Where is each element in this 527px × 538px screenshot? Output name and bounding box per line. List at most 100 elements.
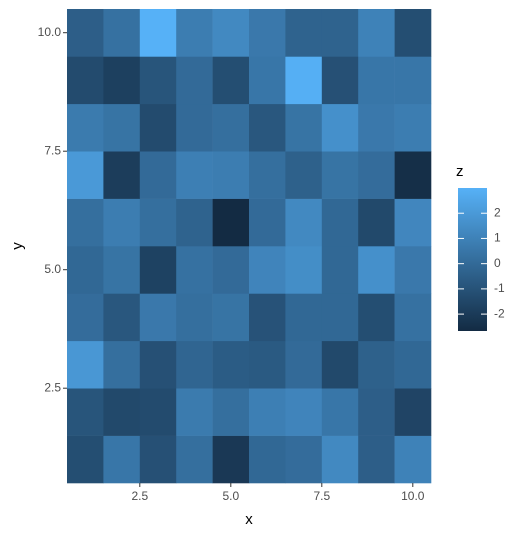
tile xyxy=(285,9,323,57)
tile xyxy=(212,103,250,152)
tile xyxy=(358,151,395,199)
tile xyxy=(176,340,213,389)
tile xyxy=(103,9,141,57)
tile xyxy=(394,388,432,436)
tile xyxy=(358,388,395,436)
tile xyxy=(358,340,395,389)
tile xyxy=(358,246,395,294)
tile xyxy=(139,103,177,152)
tile xyxy=(67,246,104,294)
tile xyxy=(321,435,359,484)
tile xyxy=(321,388,359,436)
x-tick-label: 7.5 xyxy=(313,489,330,503)
tile xyxy=(67,435,104,484)
tile xyxy=(249,151,286,199)
tile xyxy=(249,9,286,57)
y-tick-label: 10.0 xyxy=(38,25,62,39)
tile xyxy=(103,435,141,484)
tile xyxy=(212,340,250,389)
tile xyxy=(285,151,323,199)
legend-tick-label: 2 xyxy=(494,205,501,219)
tile xyxy=(139,56,177,105)
tile xyxy=(67,151,104,199)
legend-title: z xyxy=(456,163,464,180)
tile xyxy=(212,151,250,199)
y-tick-label: 7.5 xyxy=(44,143,61,157)
tile xyxy=(321,56,359,105)
tile xyxy=(285,293,323,342)
tile xyxy=(103,293,141,342)
tile xyxy=(394,246,432,294)
tile xyxy=(67,388,104,436)
tile xyxy=(321,340,359,389)
tile xyxy=(176,151,213,199)
tile xyxy=(176,293,213,342)
tile xyxy=(394,293,432,342)
tile xyxy=(103,388,141,436)
x-tick-label: 5.0 xyxy=(222,489,239,503)
tile xyxy=(285,246,323,294)
tile xyxy=(249,103,286,152)
legend-tick-label: 0 xyxy=(494,256,501,270)
tile xyxy=(212,435,250,484)
tile xyxy=(139,435,177,484)
tile xyxy=(67,293,104,342)
tile xyxy=(249,198,286,247)
legend-tick-label: -2 xyxy=(494,306,505,320)
tile xyxy=(212,388,250,436)
tile xyxy=(285,198,323,247)
tile xyxy=(103,246,141,294)
tile xyxy=(358,293,395,342)
y-axis-title: y xyxy=(9,242,26,250)
tile xyxy=(394,9,432,57)
tile xyxy=(67,340,104,389)
tile xyxy=(67,103,104,152)
tile xyxy=(285,388,323,436)
tile xyxy=(176,435,213,484)
legend-tick-label: 1 xyxy=(494,231,501,245)
tile xyxy=(321,198,359,247)
tile xyxy=(103,340,141,389)
tile xyxy=(139,151,177,199)
tile xyxy=(212,246,250,294)
tile xyxy=(321,103,359,152)
legend-colorbar xyxy=(458,188,487,331)
tile xyxy=(249,246,286,294)
tile xyxy=(139,388,177,436)
tile xyxy=(321,293,359,342)
tile xyxy=(103,198,141,247)
tile xyxy=(358,435,395,484)
tile xyxy=(285,340,323,389)
tile xyxy=(394,151,432,199)
tile xyxy=(249,56,286,105)
tile xyxy=(67,198,104,247)
tile xyxy=(67,9,104,57)
tile xyxy=(394,198,432,247)
tile xyxy=(285,435,323,484)
y-tick-label: 5.0 xyxy=(44,262,61,276)
y-tick-label: 2.5 xyxy=(44,380,61,394)
tile xyxy=(321,151,359,199)
tile xyxy=(358,103,395,152)
tile xyxy=(176,9,213,57)
tile xyxy=(212,293,250,342)
tile xyxy=(176,198,213,247)
tile xyxy=(358,9,395,57)
tile xyxy=(249,435,286,484)
tile xyxy=(394,103,432,152)
tile xyxy=(321,9,359,57)
tile xyxy=(139,340,177,389)
tile xyxy=(394,340,432,389)
tile xyxy=(212,56,250,105)
tile xyxy=(176,103,213,152)
tile xyxy=(249,340,286,389)
tile xyxy=(358,56,395,105)
tile xyxy=(394,56,432,105)
x-axis-title: x xyxy=(245,511,253,528)
x-tick-label: 2.5 xyxy=(131,489,148,503)
tile xyxy=(139,246,177,294)
tile xyxy=(249,388,286,436)
tile xyxy=(176,246,213,294)
tile xyxy=(249,293,286,342)
